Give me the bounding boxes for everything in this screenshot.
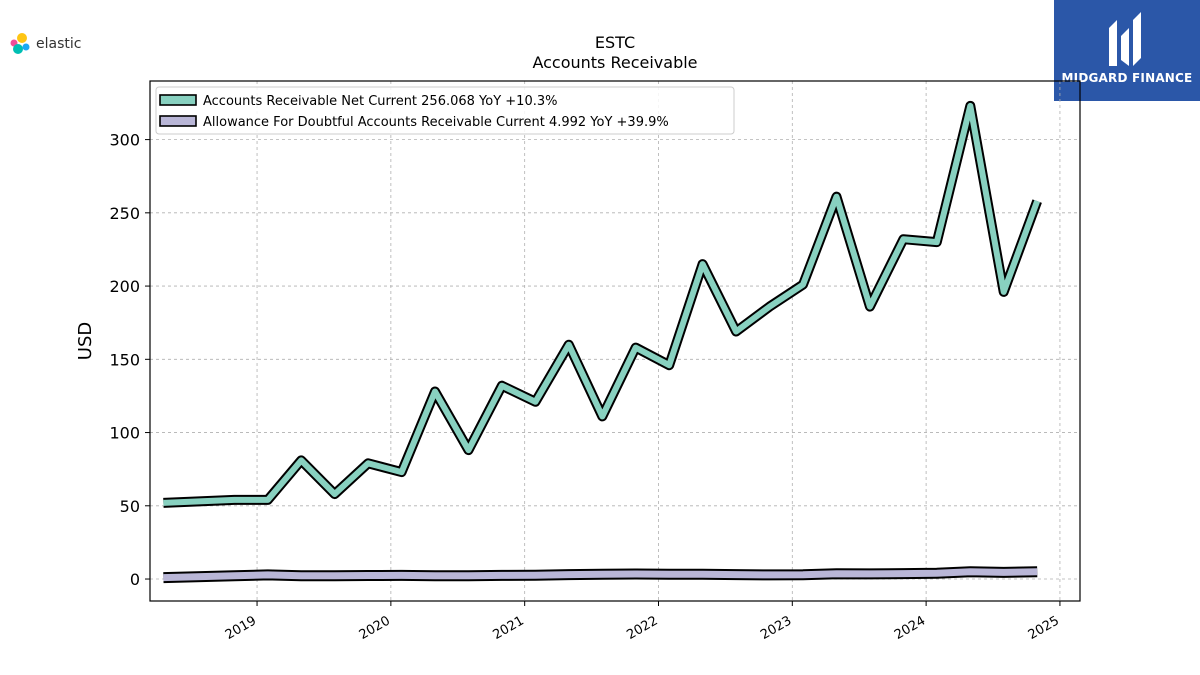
plot-frame	[149, 80, 1081, 602]
elastic-logo-icon	[10, 33, 30, 54]
midgard-finance-logo-text: MIDGARD FINANCE	[1061, 71, 1193, 85]
midgard-finance-mark-icon	[1109, 12, 1141, 66]
y-tick-label: 0	[130, 570, 140, 589]
x-tick-label: 2024	[892, 613, 928, 643]
y-axis: 0 50 100 150 200 250 300	[109, 131, 150, 589]
elastic-logo-text: elastic	[36, 36, 82, 52]
midgard-finance-logo: MIDGARD FINANCE	[1054, 0, 1200, 101]
y-tick-label: 200	[109, 277, 140, 296]
x-tick-label: 2019	[223, 613, 259, 643]
legend-swatch	[159, 94, 197, 106]
y-tick-label: 250	[109, 204, 140, 223]
x-tick-label: 2022	[624, 613, 660, 643]
y-tick-label: 150	[109, 350, 140, 369]
y-axis-label: USD	[75, 322, 96, 360]
x-tick-label: 2023	[758, 613, 794, 643]
elastic-logo: elastic	[8, 32, 81, 56]
chart-subtitle: Accounts Receivable	[532, 53, 697, 72]
series-2-line	[163, 568, 1038, 582]
x-axis: 2019 2020 2021 2022 2023 2024 2025	[223, 601, 1062, 643]
legend-box	[155, 86, 735, 135]
legend-swatch	[159, 115, 197, 127]
x-tick-label: 2020	[357, 613, 393, 643]
grid	[150, 81, 1080, 601]
chart-title: ESTC	[595, 33, 635, 52]
y-tick-label: 50	[120, 497, 140, 516]
series-layer	[163, 100, 1042, 584]
x-tick-label: 2025	[1026, 613, 1062, 643]
legend-label: Allowance For Doubtful Accounts Receivab…	[203, 115, 669, 130]
y-tick-label: 300	[109, 131, 140, 150]
legend-label: Accounts Receivable Net Current 256.068 …	[203, 94, 558, 109]
y-tick-label: 100	[109, 424, 140, 443]
series-1-outline	[163, 100, 1042, 508]
x-tick-label: 2021	[491, 613, 527, 643]
series-1-line	[163, 102, 1041, 506]
legend: Accounts Receivable Net Current 256.068 …	[155, 86, 735, 135]
